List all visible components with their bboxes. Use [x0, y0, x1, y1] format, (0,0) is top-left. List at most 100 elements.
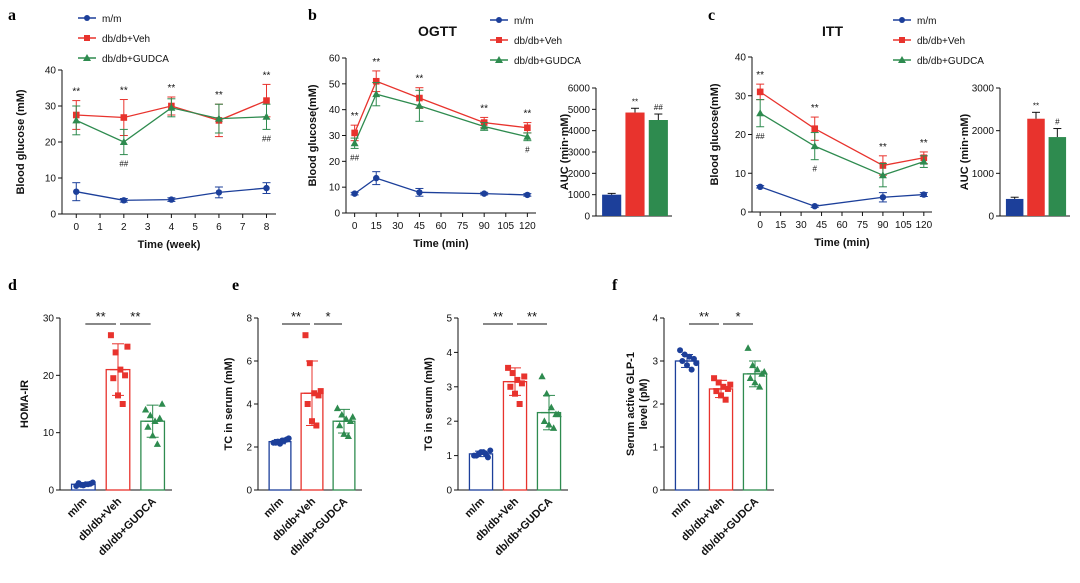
f-bar-veh [708, 388, 734, 491]
b-ytick-label: 40 [329, 105, 341, 116]
b-xtick-label: 30 [392, 221, 404, 232]
c-sig-hash: # [813, 165, 818, 174]
b-auc-ytick-label: 2000 [568, 169, 591, 180]
b-sig-star: ** [523, 109, 531, 120]
f-dot-mm [677, 347, 684, 354]
c-sig-star: ** [920, 138, 928, 149]
f-dot-gudca [749, 361, 757, 369]
d-dot-veh [124, 343, 131, 350]
a-ytick-label: 30 [45, 102, 57, 113]
c-line-mm [759, 186, 924, 207]
panel-letter-e: e [232, 277, 239, 294]
d-dot-veh [119, 401, 126, 407]
c-auc-ylabel: AUC (min·mM) [959, 113, 971, 190]
a-ylabel: Blood glucose (mM) [15, 89, 27, 194]
e1-dot-gudca [336, 421, 344, 429]
b-series-mm [350, 171, 532, 199]
b-axes: 0 10 20 30 40 50 60 Blood glucose(mM) 0 15 30 45 60 7… [307, 54, 536, 251]
c-auc-axes: 0 1000 2000 3000 AUC (min·mM) ** # [959, 84, 1070, 223]
panel-letter-c: c [708, 7, 715, 24]
e1-xtick-label: db/db+GUDCA [287, 496, 350, 559]
b-point-gudca [480, 122, 489, 130]
b-auc-ytick-label: 4000 [568, 126, 591, 137]
e2-bar-veh [502, 380, 528, 491]
a-xtick-label: 6 [216, 222, 222, 233]
b-point-gudca [523, 132, 532, 140]
legend-c: m/m db/db+Veh db/db+GUDCA [893, 16, 984, 67]
b-auc-axes: 0 1000 2000 3000 4000 5000 6000 AUC (min·mM) ** #… [559, 84, 672, 223]
b-auc-ytick-label: 6000 [568, 84, 591, 95]
a-ytick-label: 40 [45, 66, 57, 77]
a-point-gudca [262, 112, 271, 120]
b-point-gudca [372, 90, 381, 98]
a-xtick-label: 7 [240, 222, 246, 233]
ogtt-title: OGTT [418, 23, 457, 39]
b-ytick-label: 20 [329, 157, 341, 168]
b-xlabel: Time (min) [413, 238, 469, 250]
c-point-veh [811, 125, 819, 132]
c-point-mm [811, 202, 818, 210]
b-point-mm [480, 190, 488, 197]
f-dot-mm [688, 366, 695, 373]
legend-c-mm: m/m [917, 16, 936, 27]
e1-xtick-label: m/m [262, 495, 287, 520]
panel-letter-b: b [308, 7, 317, 24]
b-point-veh [372, 77, 380, 85]
c-point-gudca [919, 157, 928, 165]
b-sig-hash: # [525, 146, 530, 155]
b-auc-ytick-label: 3000 [568, 148, 591, 159]
a-sig-star: ** [215, 90, 223, 101]
c-point-gudca [756, 109, 765, 117]
a-xtick-label: 8 [264, 222, 270, 233]
d-dot-veh [110, 375, 117, 382]
f-ytick-label: 4 [652, 314, 658, 325]
f-ytick-label: 1 [652, 443, 658, 454]
legend-a-mm: m/m [102, 14, 121, 25]
a-ytick-label: 20 [45, 138, 57, 149]
a-point-gudca [72, 116, 81, 124]
d-xtick-label: m/m [65, 495, 90, 520]
panel-letter-f: f [612, 277, 618, 294]
e2-dot-veh [509, 370, 516, 377]
b-xtick-label: 60 [435, 221, 447, 232]
e2-dot-gudca [540, 417, 548, 424]
b-point-mm [524, 191, 531, 199]
b-auc-bar-label: ** [632, 97, 638, 106]
a-point-mm [168, 196, 175, 203]
e2-dot-veh [505, 364, 512, 371]
legend-b: m/m db/db+Veh db/db+GUDCA [490, 16, 581, 67]
a-point-gudca [167, 103, 176, 111]
d-sig-text: ** [96, 309, 106, 324]
b-auc-ytick-label: 0 [584, 212, 590, 223]
e2-ytick-label: 5 [446, 314, 452, 325]
a-ytick-label: 0 [50, 210, 56, 221]
c-point-veh [756, 88, 764, 96]
f-sig-text: ** [699, 309, 709, 324]
d-dot-veh [107, 332, 114, 339]
e2-ytick-label: 0 [446, 486, 452, 497]
a-sig-star: ** [167, 83, 175, 94]
e1-sig-text: * [325, 309, 330, 324]
e1-ytick-label: 4 [246, 400, 252, 411]
d-dot-gudca [146, 411, 154, 419]
e1-ytick-label: 8 [246, 314, 252, 325]
b-ytick-label: 30 [329, 131, 341, 142]
e2-dot-mm [487, 447, 494, 454]
c-auc-bar-mm [1005, 198, 1024, 216]
e1-dot-veh [302, 332, 309, 339]
a-sig-star: ** [120, 86, 128, 97]
e2-ytick-label: 4 [446, 348, 452, 359]
legend-c-veh: db/db+Veh [917, 36, 965, 47]
a-xtick-label: 0 [73, 222, 79, 233]
panel-letter-a: a [8, 7, 16, 24]
a-xtick-label: 3 [145, 222, 151, 233]
d-ytick-label: 10 [43, 428, 55, 439]
e1-dot-gudca [349, 413, 357, 420]
e1-ylabel: TC in serum (mM) [223, 357, 235, 450]
c-line-gudca [759, 112, 925, 176]
e2-sig-text: ** [493, 309, 503, 324]
c-series-mm [756, 183, 928, 210]
a-point-mm [263, 184, 270, 192]
c-xtick-label: 15 [775, 220, 787, 231]
